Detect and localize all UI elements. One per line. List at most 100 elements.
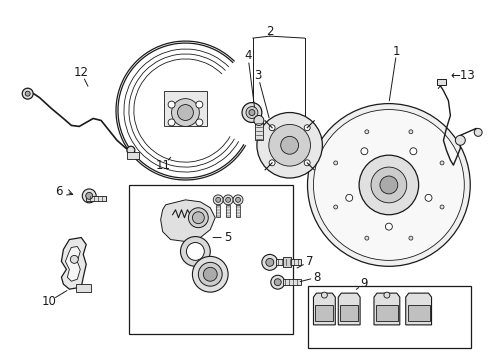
Circle shape [360,148,367,155]
Bar [216,205,220,217]
Circle shape [408,130,412,134]
Circle shape [85,192,93,199]
Polygon shape [405,293,431,325]
Circle shape [245,107,257,118]
Circle shape [424,194,431,201]
Circle shape [304,125,309,131]
Bar [315,305,333,321]
Circle shape [225,197,230,202]
Bar [282,257,290,267]
Bar [282,279,300,285]
Circle shape [304,160,309,166]
Circle shape [358,155,418,215]
Circle shape [364,236,368,240]
Circle shape [454,135,464,145]
Circle shape [265,258,273,266]
Circle shape [307,104,469,266]
Text: 3: 3 [254,69,261,82]
Circle shape [196,101,203,108]
Circle shape [268,125,310,166]
Text: 11: 11 [156,159,171,172]
Circle shape [192,256,228,292]
Circle shape [256,113,322,178]
Bar [307,286,470,348]
Circle shape [25,91,30,96]
Circle shape [268,160,275,166]
Bar [375,305,397,321]
Circle shape [168,101,175,108]
Text: 7: 7 [305,255,313,268]
Circle shape [171,99,199,126]
Circle shape [242,103,262,122]
Circle shape [274,279,281,286]
Bar [129,185,292,334]
Text: 9: 9 [360,277,367,290]
Text: 2: 2 [265,24,273,38]
Circle shape [333,161,337,165]
Polygon shape [313,293,335,325]
Circle shape [379,176,397,194]
Circle shape [262,255,277,270]
Circle shape [439,205,443,209]
Circle shape [370,167,406,203]
Text: 10: 10 [42,294,57,307]
Circle shape [203,267,217,281]
Circle shape [177,105,193,121]
Circle shape [270,275,284,289]
Bar [236,205,240,217]
Polygon shape [161,200,215,242]
Circle shape [248,109,254,116]
Circle shape [233,195,243,205]
Bar [163,91,207,126]
Text: 6: 6 [55,185,62,198]
Bar [254,121,263,140]
Circle shape [235,197,240,202]
Text: 1: 1 [392,45,400,58]
Bar [340,305,357,321]
Circle shape [439,161,443,165]
Circle shape [313,109,463,260]
Circle shape [268,125,275,131]
Circle shape [364,130,368,134]
Text: 5: 5 [224,231,231,244]
Polygon shape [61,238,86,289]
Bar [86,196,106,201]
Circle shape [127,146,135,154]
Circle shape [333,205,337,209]
Polygon shape [338,293,359,325]
Circle shape [196,119,203,126]
Circle shape [215,197,220,202]
Circle shape [345,194,352,201]
Circle shape [408,236,412,240]
Text: 12: 12 [74,66,89,79]
Polygon shape [65,247,80,281]
Polygon shape [373,293,399,325]
Bar [436,79,446,85]
Circle shape [198,262,222,286]
Circle shape [70,255,78,264]
Bar [275,260,300,265]
Circle shape [473,129,481,136]
Circle shape [321,292,326,298]
Circle shape [280,136,298,154]
Text: 4: 4 [244,49,251,63]
Bar [225,205,230,217]
Circle shape [22,88,33,99]
Circle shape [253,116,264,125]
Circle shape [385,223,391,230]
Circle shape [409,148,416,155]
Circle shape [186,243,204,260]
Text: ←13: ←13 [449,69,474,82]
Circle shape [213,195,223,205]
Circle shape [192,212,204,224]
Bar [127,152,139,159]
Circle shape [188,208,208,228]
Circle shape [383,292,389,298]
Bar [76,284,91,292]
Circle shape [168,119,175,126]
Circle shape [223,195,233,205]
Text: 8: 8 [313,271,321,284]
Circle shape [180,237,210,266]
Circle shape [82,189,96,203]
Bar [407,305,428,321]
